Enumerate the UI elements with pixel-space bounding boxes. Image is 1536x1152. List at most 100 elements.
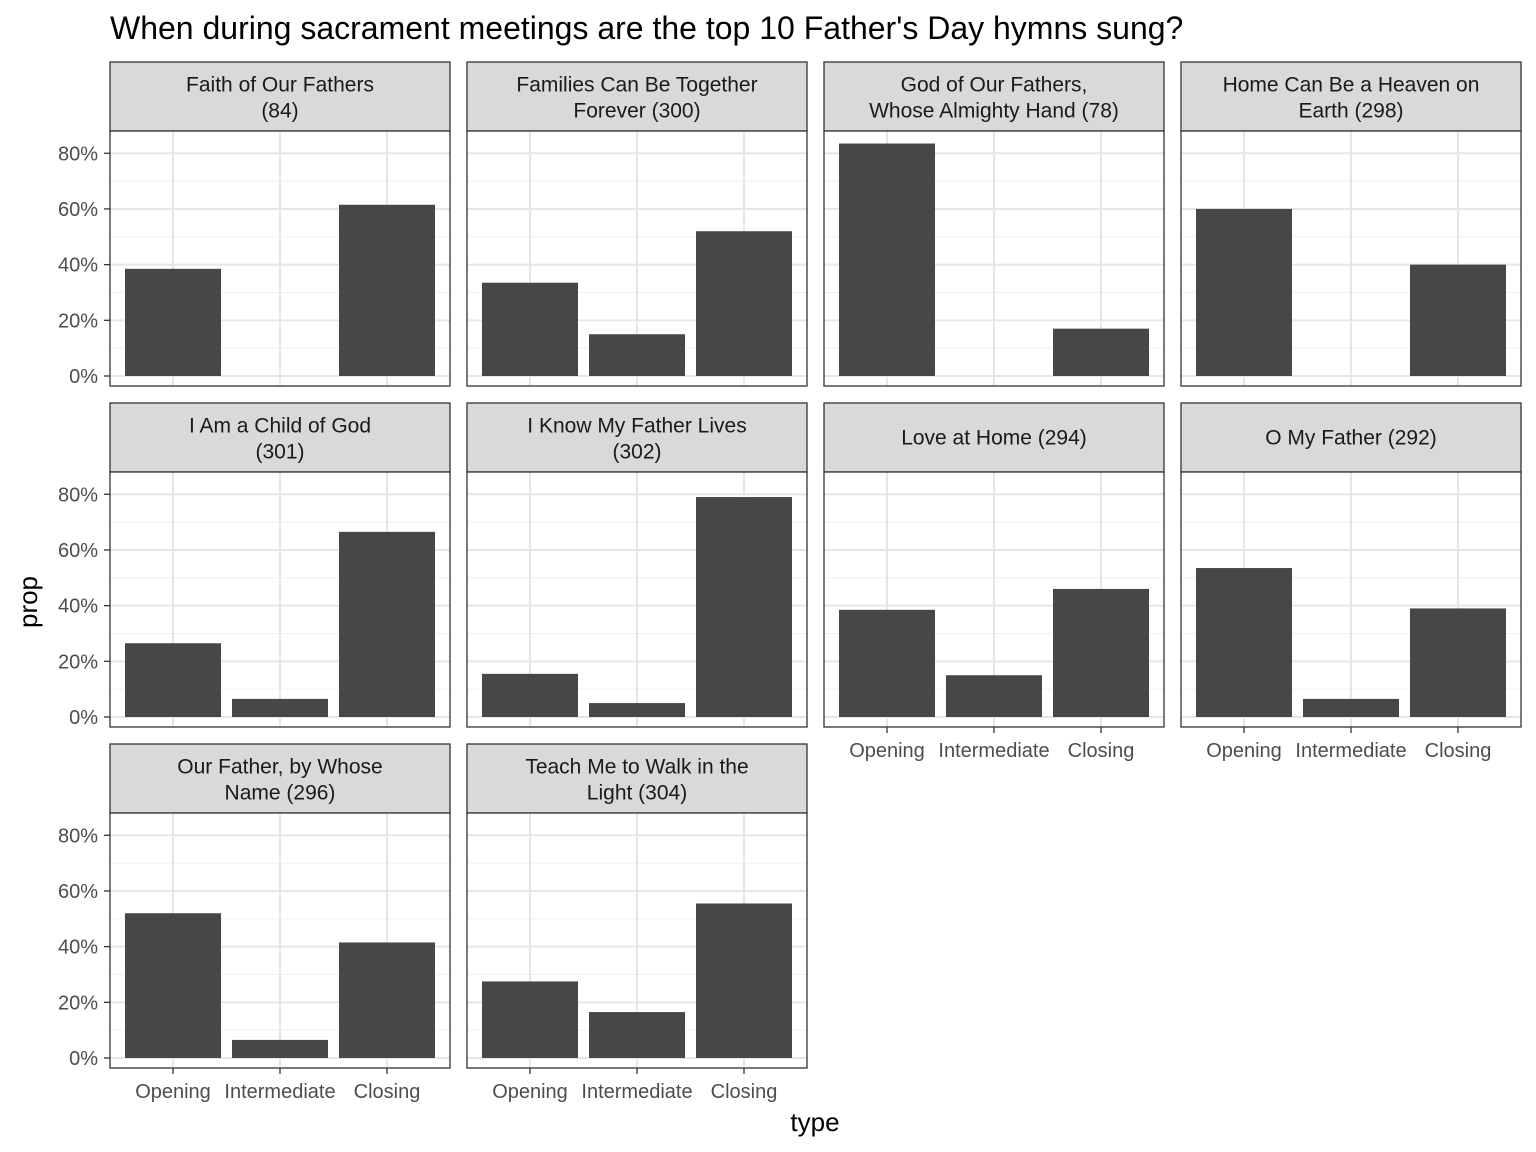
x-tick-label: Closing xyxy=(354,1081,421,1103)
bar xyxy=(1053,328,1149,376)
facet-strip xyxy=(109,61,451,132)
facet-strip-label: Name (296) xyxy=(225,782,336,805)
facet-strip xyxy=(1180,61,1522,132)
bar xyxy=(339,531,435,717)
bar xyxy=(125,268,221,376)
x-tick-label: Intermediate xyxy=(581,1081,692,1103)
bar xyxy=(125,913,221,1058)
bar xyxy=(696,903,792,1058)
bar xyxy=(946,675,1042,717)
facet-strip-label: (302) xyxy=(612,441,661,464)
bar xyxy=(1303,698,1399,717)
bar xyxy=(339,942,435,1058)
facet-panels: Faith of Our Fathers(84)0%20%40%60%80%Fa… xyxy=(58,61,1522,1103)
bar xyxy=(1196,208,1292,376)
bar xyxy=(589,334,685,376)
facet-panel: Love at Home (294) Opening Intermediate Clo… xyxy=(823,402,1165,762)
bar xyxy=(1410,608,1506,717)
facet-strip-label: Faith of Our Fathers xyxy=(186,74,374,97)
facet-strip-label: I Know My Father Lives xyxy=(527,415,746,438)
y-tick-label: 40% xyxy=(58,255,98,277)
y-tick-label: 60% xyxy=(58,199,98,221)
facet-strip-label: (301) xyxy=(255,441,304,464)
panel-border xyxy=(109,130,451,387)
bar xyxy=(839,609,935,717)
bar xyxy=(696,231,792,376)
bar xyxy=(589,703,685,717)
y-tick-label: 0% xyxy=(69,366,98,388)
y-tick-label: 60% xyxy=(58,881,98,903)
y-tick-label: 20% xyxy=(58,310,98,332)
bar xyxy=(589,1012,685,1058)
facet-strip-label: Whose Almighty Hand (78) xyxy=(869,100,1119,123)
bar xyxy=(232,698,328,717)
x-tick-label: Opening xyxy=(849,740,925,762)
y-tick-label: 80% xyxy=(58,484,98,506)
y-tick-label: 0% xyxy=(69,1048,98,1070)
facet-strip xyxy=(1180,402,1522,473)
facet-strip-label: Our Father, by Whose xyxy=(177,756,382,779)
bar xyxy=(339,204,435,376)
facet-strip xyxy=(466,743,808,814)
bar xyxy=(482,282,578,376)
bar xyxy=(125,643,221,717)
x-tick-label: Intermediate xyxy=(224,1081,335,1103)
facet-strip xyxy=(466,402,808,473)
x-tick-label: Opening xyxy=(1206,740,1282,762)
facet-strip-label: Light (304) xyxy=(587,782,687,805)
facet-panel: God of Our Fathers, Whose Almighty Hand (… xyxy=(823,61,1165,387)
panel-border xyxy=(1180,130,1522,387)
panel-border xyxy=(466,130,808,387)
facet-strip-label: Families Can Be Together xyxy=(516,74,757,97)
bar xyxy=(839,143,935,376)
y-tick-label: 80% xyxy=(58,143,98,165)
facet-panel: Our Father, by Whose Name (296) 0% 20% 40% 60… xyxy=(58,743,451,1103)
facet-strip-label: Earth (298) xyxy=(1298,100,1403,123)
facet-strip-label: God of Our Fathers, xyxy=(901,74,1088,97)
chart-title: When during sacrament meetings are the t… xyxy=(110,10,1183,46)
facet-panel: I Am a Child of God (301) 0% 20% 40% 60% 80% xyxy=(58,402,451,729)
facet-strip-label: O My Father (292) xyxy=(1265,427,1437,450)
x-tick-label: Opening xyxy=(135,1081,211,1103)
bar xyxy=(696,497,792,717)
facet-panel: O My Father (292) Opening Intermediate Clos… xyxy=(1180,402,1522,762)
facet-strip-label: Forever (300) xyxy=(573,100,700,123)
y-tick-label: 40% xyxy=(58,937,98,959)
facet-strip xyxy=(466,61,808,132)
panel-border xyxy=(109,471,451,728)
facet-strip-label: I Am a Child of God xyxy=(189,415,371,438)
facet-panel: Teach Me to Walk in the Light (304) Openin… xyxy=(466,743,808,1103)
facet-panel: Families Can Be Together Forever (300) xyxy=(466,61,808,387)
y-tick-label: 80% xyxy=(58,825,98,847)
x-axis-title: type xyxy=(790,1107,839,1137)
panel-border xyxy=(466,471,808,728)
bar xyxy=(1196,568,1292,717)
x-tick-label: Closing xyxy=(1068,740,1135,762)
facet-strip-label: Home Can Be a Heaven on xyxy=(1223,74,1480,97)
y-axis-title: prop xyxy=(13,576,43,628)
x-tick-label: Intermediate xyxy=(938,740,1049,762)
x-tick-label: Opening xyxy=(492,1081,568,1103)
y-tick-label: 0% xyxy=(69,707,98,729)
facet-panel: I Know My Father Lives (302) xyxy=(466,402,808,728)
bar xyxy=(1053,588,1149,717)
y-tick-label: 20% xyxy=(58,992,98,1014)
facet-panel: Faith of Our Fathers (84) 0% 20% 40% 60% 80% xyxy=(58,61,451,388)
facet-strip-label: Love at Home (294) xyxy=(901,427,1087,450)
bar xyxy=(482,673,578,717)
bar xyxy=(232,1039,328,1058)
x-tick-label: Closing xyxy=(711,1081,778,1103)
facet-strip-label: (84) xyxy=(261,100,298,123)
x-tick-label: Intermediate xyxy=(1295,740,1406,762)
facet-panel: Home Can Be a Heaven on Earth (298) xyxy=(1180,61,1522,387)
y-tick-label: 20% xyxy=(58,651,98,673)
facet-strip xyxy=(823,402,1165,473)
x-tick-label: Closing xyxy=(1425,740,1492,762)
y-tick-label: 40% xyxy=(58,596,98,618)
panel-border xyxy=(823,130,1165,387)
facet-strip-label: Teach Me to Walk in the xyxy=(525,756,748,779)
bar xyxy=(1410,264,1506,376)
y-tick-label: 60% xyxy=(58,540,98,562)
bar xyxy=(482,981,578,1058)
